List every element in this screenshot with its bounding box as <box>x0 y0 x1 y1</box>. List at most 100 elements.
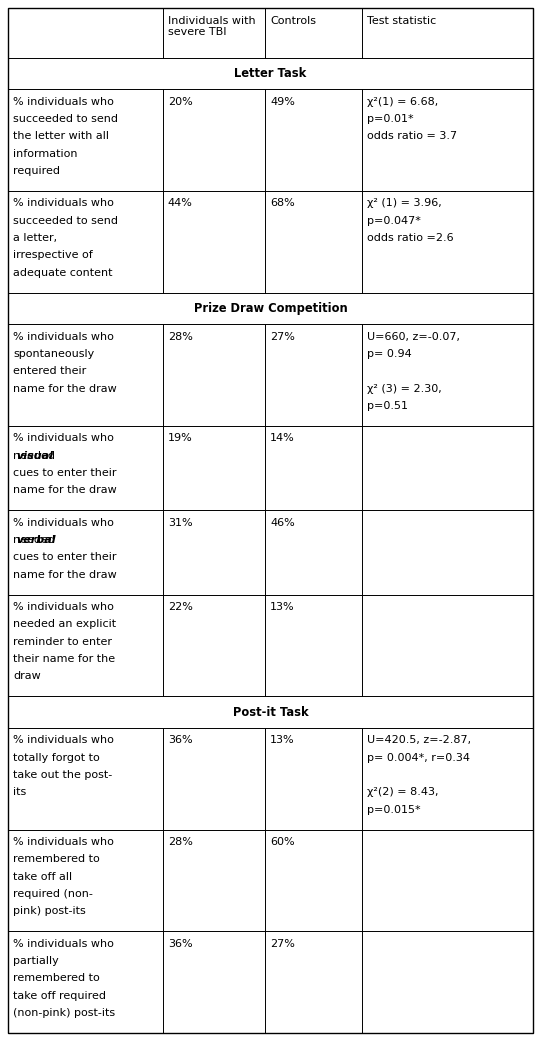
Bar <box>8 293 533 324</box>
Text: needed: needed <box>13 535 58 545</box>
Text: 13%: 13% <box>270 735 295 745</box>
Text: % individuals who: % individuals who <box>13 433 114 443</box>
Bar <box>163 728 265 829</box>
Text: pink) post-its: pink) post-its <box>13 906 86 917</box>
Bar <box>265 89 362 191</box>
Bar <box>8 324 163 426</box>
Text: 22%: 22% <box>168 602 193 612</box>
Bar <box>8 511 163 595</box>
Text: required (non-: required (non- <box>13 890 93 899</box>
Text: 20%: 20% <box>168 97 193 107</box>
Text: p=0.51: p=0.51 <box>367 401 408 411</box>
Text: 14%: 14% <box>270 433 295 443</box>
Text: % individuals who: % individuals who <box>13 735 114 745</box>
Text: take out the post-: take out the post- <box>13 770 112 780</box>
Text: χ²(1) = 6.68,: χ²(1) = 6.68, <box>367 97 439 107</box>
Text: name for the draw: name for the draw <box>13 570 117 580</box>
Bar <box>265 426 362 511</box>
Text: name for the draw: name for the draw <box>13 384 117 393</box>
Text: 36%: 36% <box>168 938 193 949</box>
Text: totally forgot to: totally forgot to <box>13 753 100 763</box>
Text: χ² (3) = 2.30,: χ² (3) = 2.30, <box>367 384 442 393</box>
Text: needed an explicit: needed an explicit <box>13 620 116 629</box>
Text: % individuals who: % individuals who <box>13 198 114 209</box>
Text: remembered to: remembered to <box>13 854 100 865</box>
Bar <box>362 595 533 696</box>
Text: % individuals who: % individuals who <box>13 602 114 612</box>
Text: partially: partially <box>13 956 59 966</box>
Text: 27%: 27% <box>270 938 295 949</box>
Text: p=0.047*: p=0.047* <box>367 216 421 225</box>
Bar <box>163 426 265 511</box>
Bar <box>362 8 533 58</box>
Text: % individuals who: % individuals who <box>13 331 114 342</box>
Text: 28%: 28% <box>168 837 193 847</box>
Bar <box>265 931 362 1033</box>
Text: spontaneously: spontaneously <box>13 349 94 359</box>
Text: 13%: 13% <box>270 602 295 612</box>
Text: Individuals with
severe TBI: Individuals with severe TBI <box>168 16 255 37</box>
Text: a letter,: a letter, <box>13 234 57 243</box>
Text: 44%: 44% <box>168 198 193 209</box>
Bar <box>8 89 163 191</box>
Bar <box>163 324 265 426</box>
Text: cues to enter their: cues to enter their <box>13 468 116 477</box>
Text: Letter Task: Letter Task <box>234 66 307 80</box>
Text: p= 0.94: p= 0.94 <box>367 349 412 359</box>
Bar <box>163 511 265 595</box>
Text: needed: needed <box>13 450 58 461</box>
Text: entered their: entered their <box>13 366 86 376</box>
Bar <box>362 89 533 191</box>
Text: required: required <box>13 166 60 176</box>
Bar <box>265 191 362 293</box>
Text: % individuals who: % individuals who <box>13 518 114 527</box>
Text: its: its <box>13 787 27 797</box>
Text: succeeded to send: succeeded to send <box>13 216 118 225</box>
Text: draw: draw <box>13 672 41 682</box>
Text: Post-it Task: Post-it Task <box>233 706 308 718</box>
Bar <box>8 728 163 829</box>
Bar <box>362 931 533 1033</box>
Text: U=660, z=-0.07,: U=660, z=-0.07, <box>367 331 460 342</box>
Text: adequate content: adequate content <box>13 268 113 278</box>
Text: odds ratio =2.6: odds ratio =2.6 <box>367 234 454 243</box>
Text: name for the draw: name for the draw <box>13 486 117 495</box>
Text: Controls: Controls <box>270 16 316 26</box>
Bar <box>8 595 163 696</box>
Text: % individuals who: % individuals who <box>13 837 114 847</box>
Bar <box>163 191 265 293</box>
Bar <box>8 191 163 293</box>
Text: p=0.015*: p=0.015* <box>367 804 421 815</box>
Bar <box>362 829 533 931</box>
Bar <box>265 595 362 696</box>
Bar <box>8 829 163 931</box>
Bar <box>362 324 533 426</box>
Text: verbal: verbal <box>16 535 56 545</box>
Bar <box>265 324 362 426</box>
Text: visual: visual <box>16 450 53 461</box>
Text: 46%: 46% <box>270 518 295 527</box>
Text: irrespective of: irrespective of <box>13 250 93 261</box>
Bar <box>163 829 265 931</box>
Text: p=0.01*: p=0.01* <box>367 114 414 124</box>
Bar <box>265 829 362 931</box>
Text: 68%: 68% <box>270 198 295 209</box>
Bar <box>163 595 265 696</box>
Bar <box>265 728 362 829</box>
Text: % individuals who: % individuals who <box>13 938 114 949</box>
Text: Test statistic: Test statistic <box>367 16 437 26</box>
Text: U=420.5, z=-2.87,: U=420.5, z=-2.87, <box>367 735 472 745</box>
Bar <box>163 8 265 58</box>
Bar <box>8 931 163 1033</box>
Text: χ² (1) = 3.96,: χ² (1) = 3.96, <box>367 198 442 209</box>
Text: odds ratio = 3.7: odds ratio = 3.7 <box>367 132 458 141</box>
Text: Prize Draw Competition: Prize Draw Competition <box>194 302 347 315</box>
Bar <box>362 511 533 595</box>
Text: 49%: 49% <box>270 97 295 107</box>
Bar <box>163 931 265 1033</box>
Text: χ²(2) = 8.43,: χ²(2) = 8.43, <box>367 787 439 797</box>
Text: cues to enter their: cues to enter their <box>13 552 116 563</box>
Bar <box>8 426 163 511</box>
Text: succeeded to send: succeeded to send <box>13 114 118 124</box>
Text: 19%: 19% <box>168 433 193 443</box>
